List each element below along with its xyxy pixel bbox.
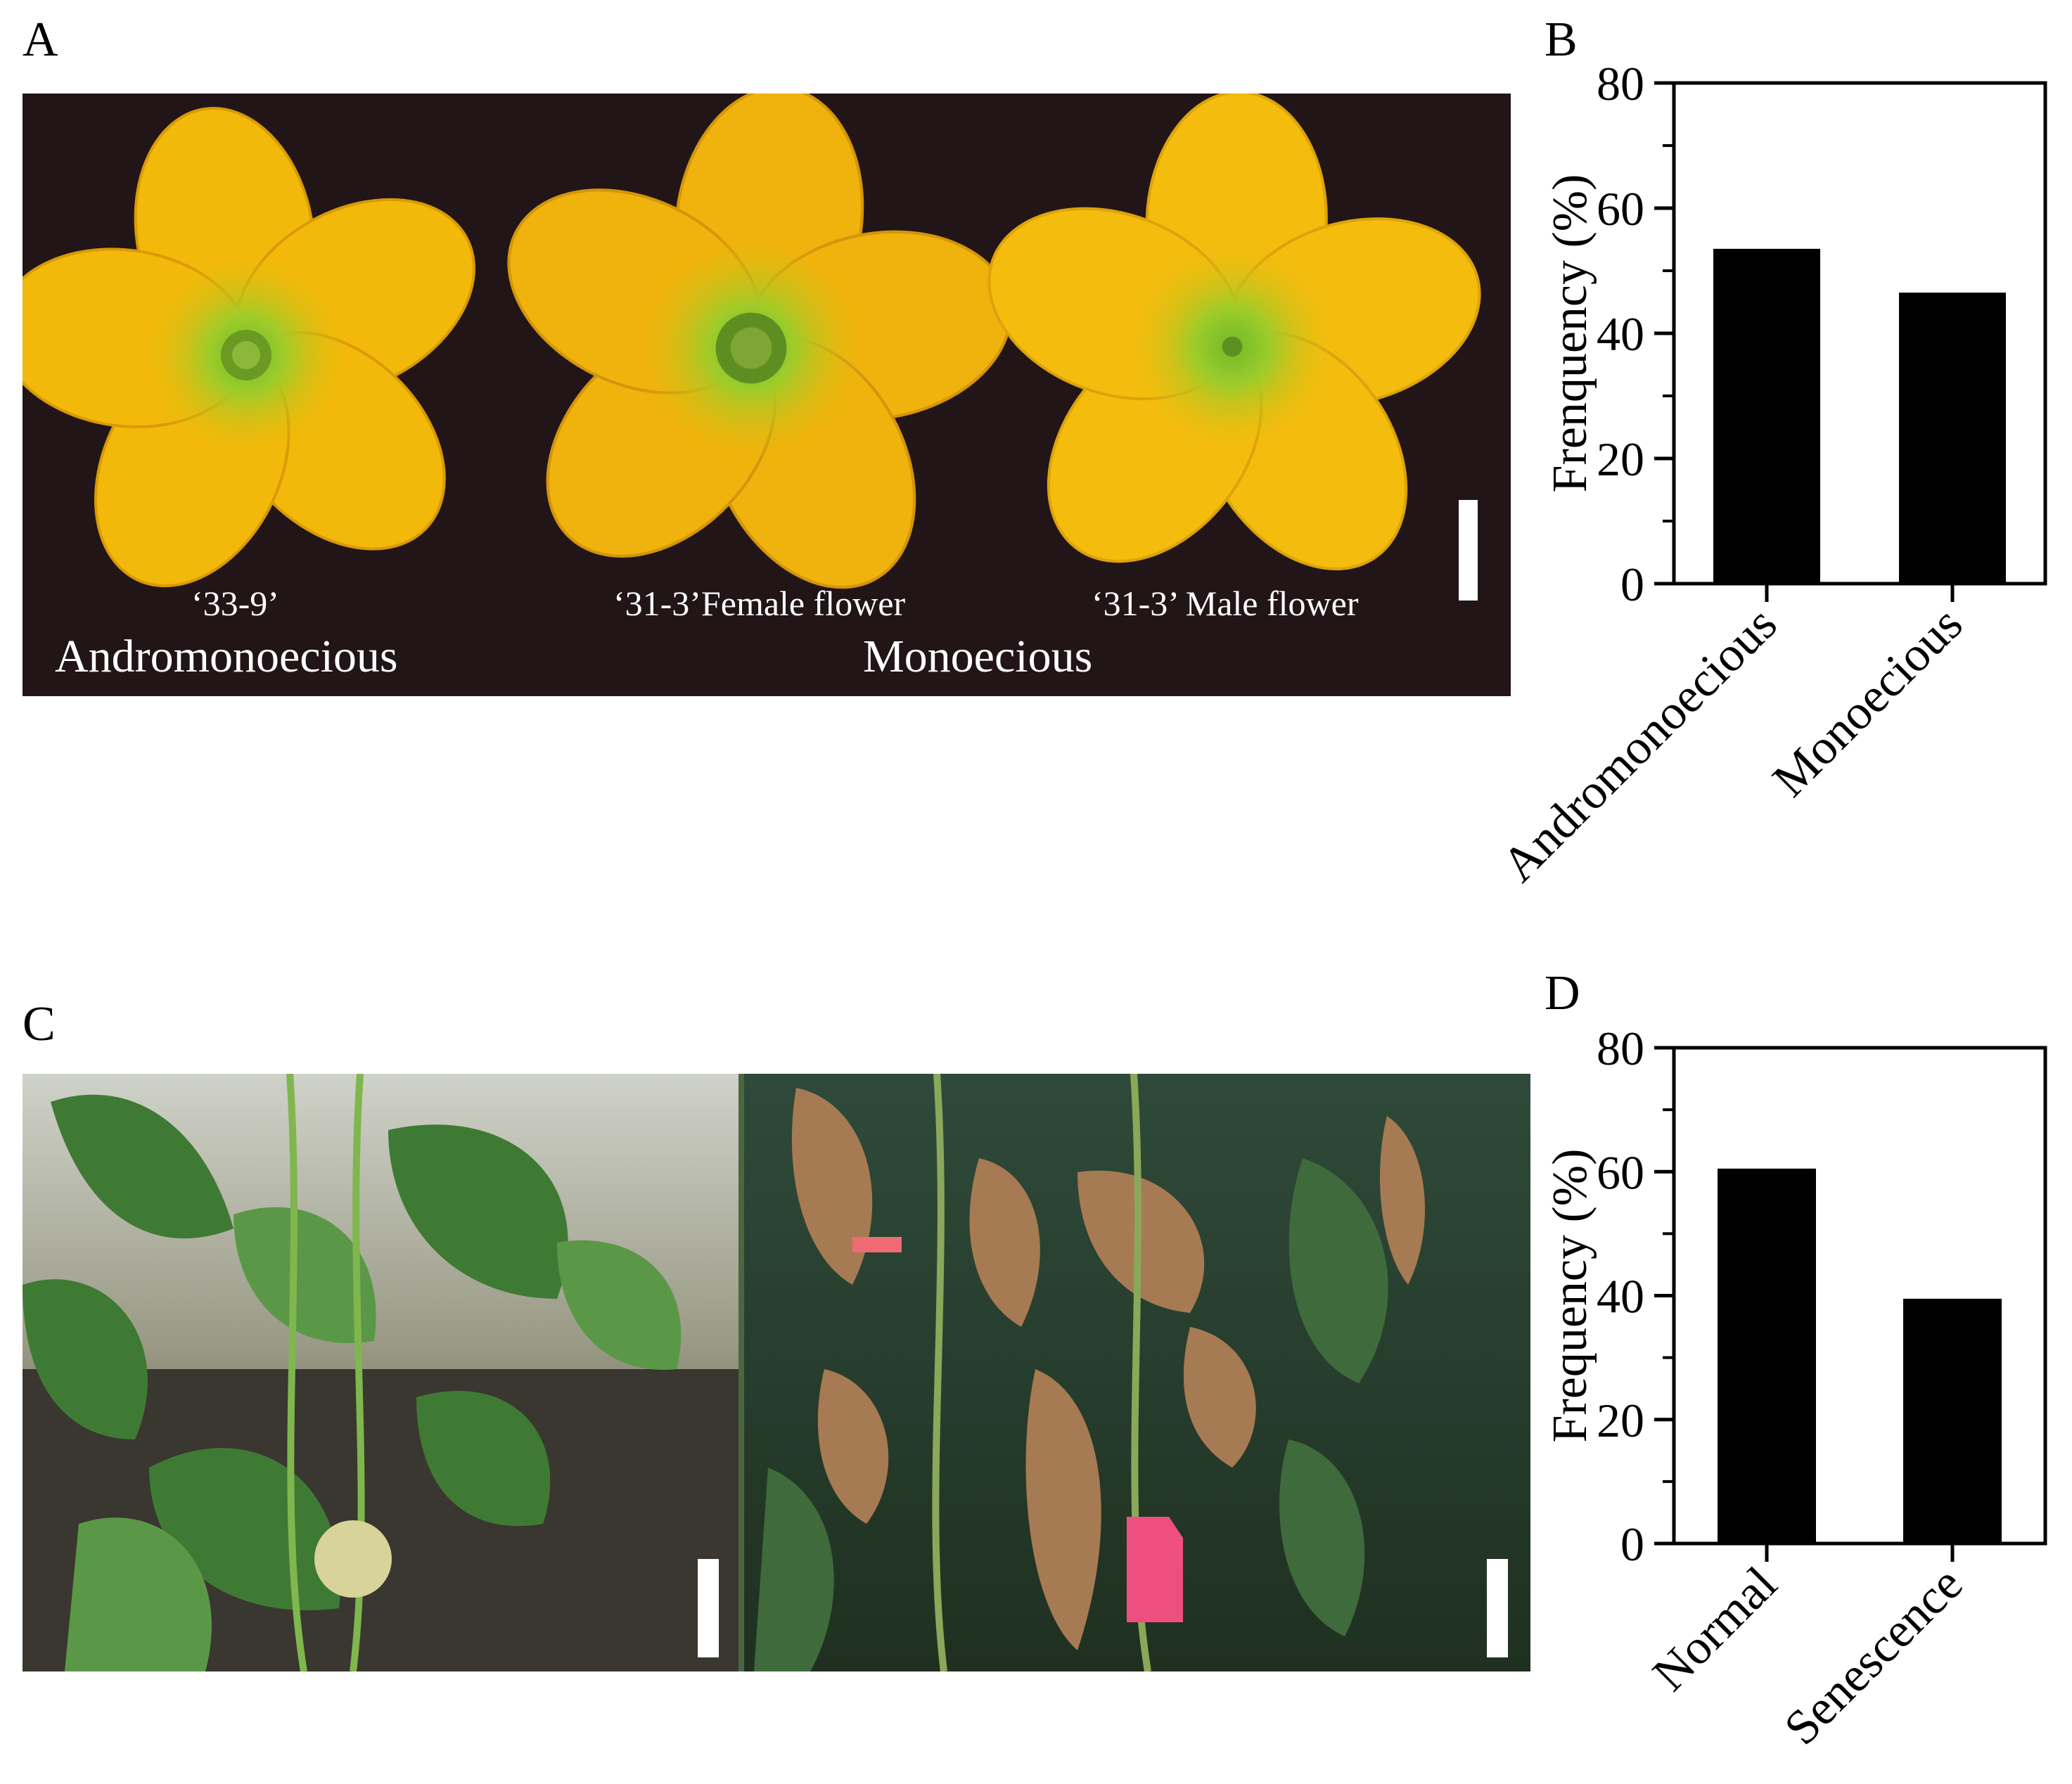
bar-senescence [1903, 1298, 2002, 1544]
y-tick-label: 60 [1597, 1146, 1644, 1199]
bar-monoecious [1899, 293, 2006, 584]
flower-33-9 [23, 94, 553, 653]
flower-31-3-male [954, 94, 1511, 615]
flower-label-male: ‘31-3’ Male flower [1092, 584, 1359, 623]
group-label-andromonoecious: Andromonoecious [55, 631, 398, 682]
y-tick-label: 60 [1597, 182, 1644, 236]
flower-photo-panel: ‘33-9’ ‘31-3’Female flower ‘31-3’ Male f… [23, 94, 1511, 696]
scale-bar-left [698, 1559, 719, 1657]
panel-letter-b: B [1545, 13, 1578, 67]
flower-illustrations [23, 94, 1511, 653]
photo-normal-plants [23, 1074, 738, 1671]
x-category-label: Normal [1643, 1557, 1788, 1702]
field-illustrations [23, 1074, 1530, 1671]
y-tick-label: 40 [1597, 307, 1644, 361]
panel-letter-d: D [1545, 966, 1580, 1020]
panel-letter-a: A [23, 13, 58, 67]
y-tick-label: 20 [1597, 1394, 1644, 1447]
y-axis-label: Frenquency (%) [1543, 174, 1597, 493]
group-label-monoecious: Monoecious [863, 631, 1093, 682]
y-tick-label: 0 [1620, 558, 1644, 611]
y-tick-label: 80 [1597, 57, 1644, 110]
flower-label-33-9: ‘33-9’ [191, 584, 279, 623]
scale-bar-right [1487, 1559, 1508, 1657]
field-photo-panel [23, 1074, 1530, 1671]
panel-letter-c: C [23, 997, 56, 1051]
y-axis-label: Frequency (%) [1543, 1149, 1597, 1443]
y-tick-label: 40 [1597, 1270, 1644, 1323]
scale-bar [1459, 500, 1478, 601]
y-tick-label: 80 [1597, 1022, 1644, 1075]
photo-senescent-plants [744, 1074, 1530, 1671]
y-tick-label: 0 [1620, 1517, 1644, 1571]
flower-label-female: ‘31-3’Female flower [613, 584, 906, 623]
x-category-label: Senescence [1774, 1557, 1974, 1756]
bar-normal [1718, 1168, 1816, 1544]
y-tick-label: 20 [1597, 432, 1644, 486]
bar-andromonoecious [1713, 248, 1820, 584]
flower-31-3-female [439, 94, 1063, 650]
